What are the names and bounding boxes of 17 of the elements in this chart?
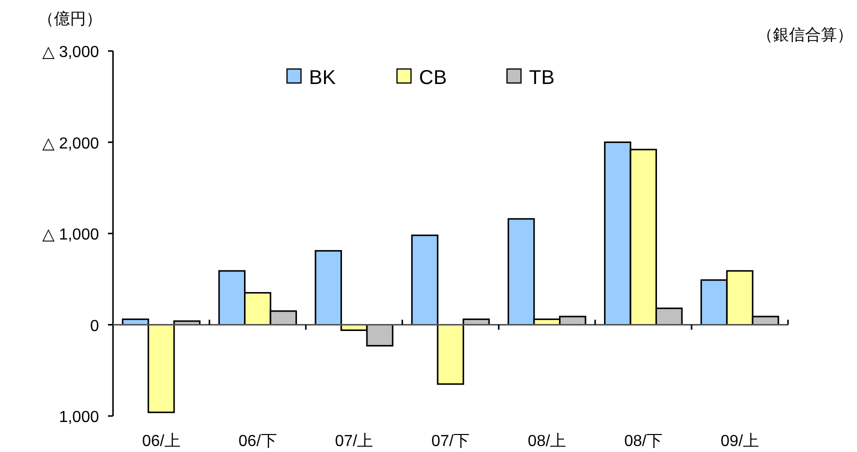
y-tick-label: 1,000	[58, 409, 100, 426]
legend-label: BK	[309, 67, 336, 89]
y-tick-label: 0	[90, 318, 100, 335]
x-tick-label: 07/下	[431, 433, 470, 450]
legend-label: TB	[529, 67, 555, 89]
x-tick-label: 08/上	[528, 432, 566, 450]
x-tick-label: 06/下	[238, 433, 277, 450]
x-tick-label: 09/上	[720, 432, 759, 450]
y-tick-label: △ 2,000	[42, 135, 100, 152]
x-tick-label: 06/上	[142, 432, 180, 450]
x-tick-label: 07/上	[334, 432, 374, 450]
text: （銀信合算）	[757, 26, 853, 44]
y-tick-label: △ 1,000	[42, 226, 100, 244]
y-tick-label: △ 3,000	[42, 44, 100, 61]
legend-label: CB	[419, 67, 447, 89]
y-axis-title: （億円）	[38, 10, 102, 28]
x-tick-label: 08/下	[624, 433, 662, 450]
